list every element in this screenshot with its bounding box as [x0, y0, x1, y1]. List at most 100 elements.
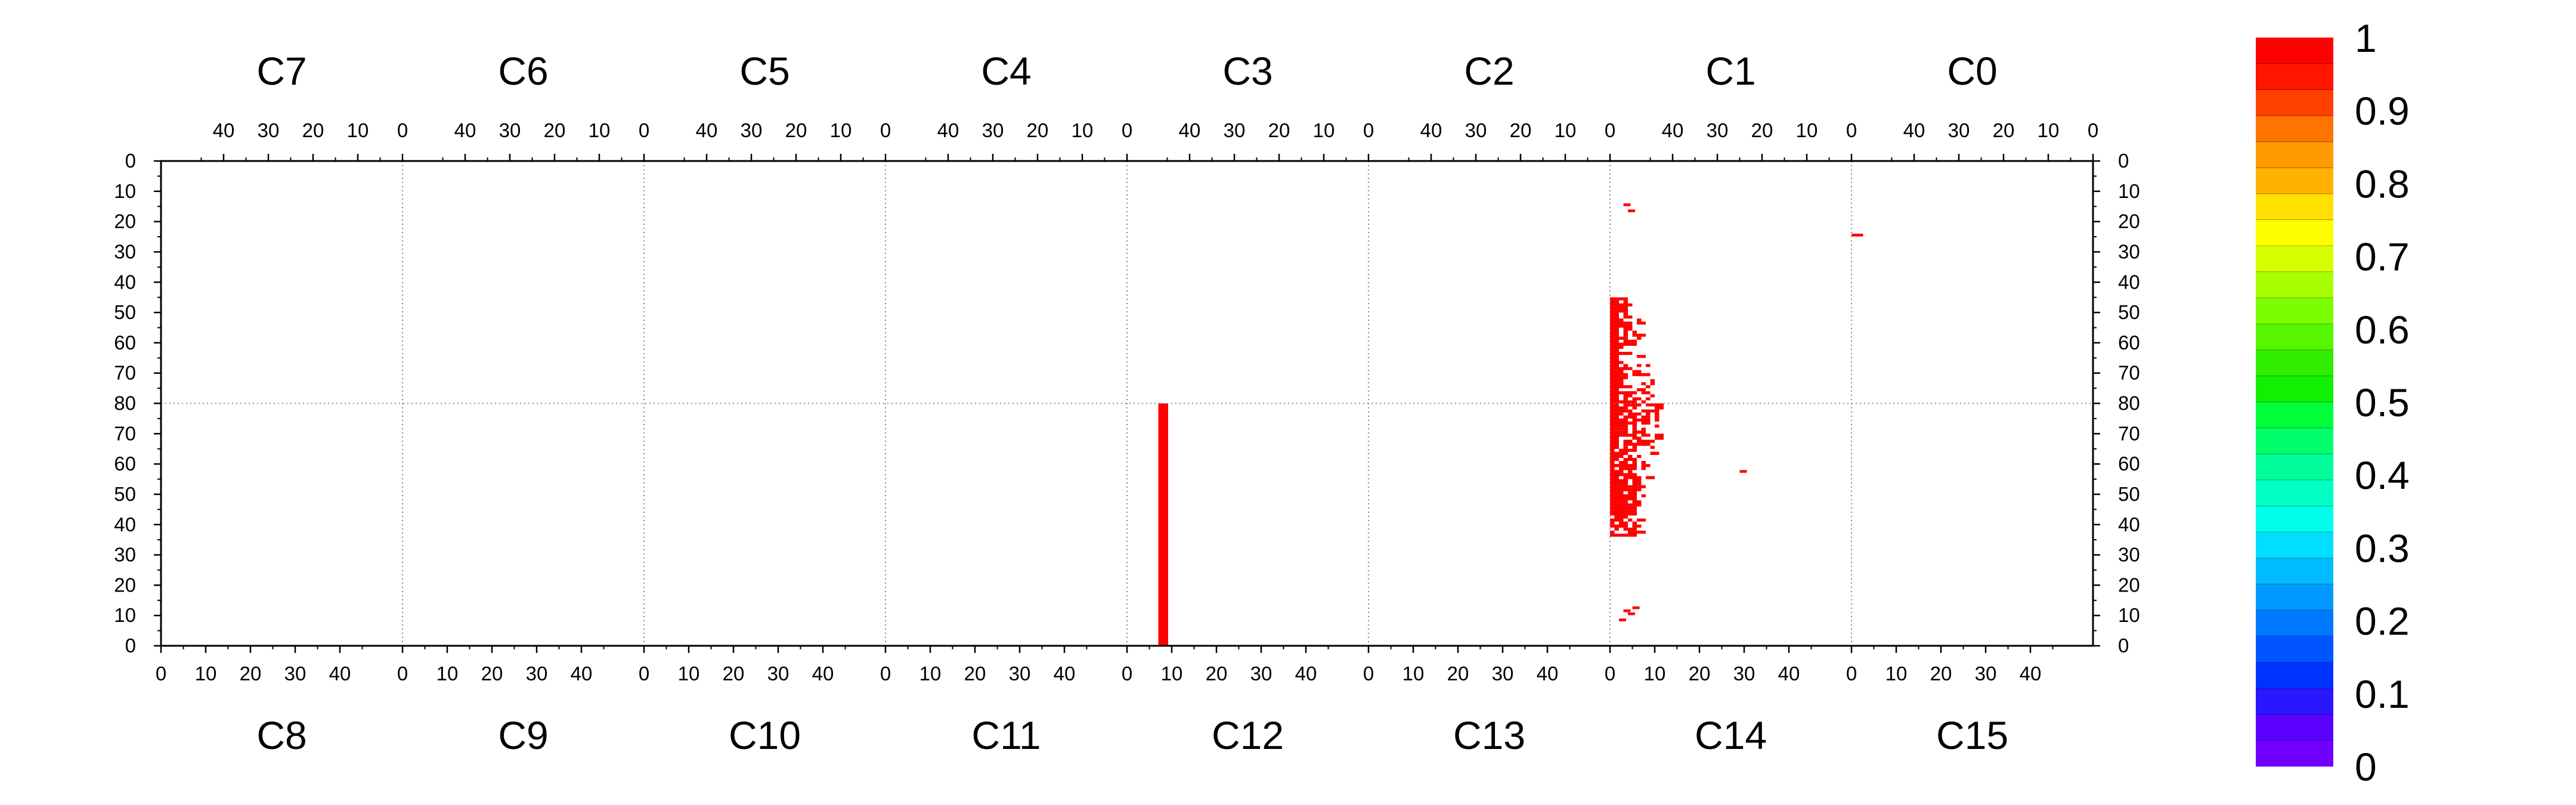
- hit-pixel: [1619, 309, 1624, 313]
- y-tick-label-left: 10: [114, 180, 136, 202]
- x-tick-label-top: 10: [1072, 119, 1094, 141]
- hit-pixel: [1610, 376, 1615, 379]
- x-tick-label-top: 20: [544, 119, 566, 141]
- x-tick-label-top: 0: [639, 119, 649, 141]
- hit-pixel: [1610, 421, 1615, 425]
- y-tick-label-right: 10: [2118, 604, 2140, 626]
- x-tick-label-top: 40: [1903, 119, 1925, 141]
- hit-pixel: [1610, 382, 1615, 386]
- hit-pixel: [1632, 461, 1637, 465]
- y-tick-label-left: 0: [125, 634, 136, 657]
- hit-pixel: [1641, 415, 1651, 419]
- hit-pixel: [1623, 391, 1628, 395]
- chip-label-bottom: C12: [1212, 713, 1284, 757]
- hit-pixel: [1632, 397, 1642, 401]
- x-tick-label-bottom: 0: [397, 662, 408, 685]
- hit-pixel: [1614, 379, 1619, 382]
- hit-pixel: [1610, 358, 1615, 361]
- hit-pixel: [1614, 336, 1619, 340]
- x-tick-label-bottom: 30: [284, 662, 306, 685]
- hit-map: [1158, 203, 1863, 646]
- hit-pixel: [1610, 415, 1615, 419]
- hit-pixel: [1623, 303, 1628, 306]
- colorbar-segment: [2256, 63, 2333, 90]
- hit-pixel: [1628, 391, 1637, 395]
- hit-pixel: [1628, 497, 1633, 501]
- hit-pixel: [1614, 485, 1619, 488]
- hit-pixel: [1628, 439, 1633, 443]
- hit-pixel: [1610, 315, 1615, 319]
- x-tick-label-top: 40: [213, 119, 235, 141]
- hit-pixel: [1614, 439, 1619, 443]
- hit-pixel: [1641, 494, 1646, 498]
- colorbar-tick-label: 0.6: [2355, 308, 2410, 352]
- hit-pixel: [1610, 445, 1615, 449]
- x-tick-label-bottom: 10: [678, 662, 700, 685]
- hit-pixel: [1623, 418, 1628, 422]
- hit-pixel: [1632, 421, 1637, 425]
- x-tick-label-bottom: 20: [723, 662, 745, 685]
- hit-pixel: [1619, 409, 1624, 413]
- hit-pixel: [1619, 406, 1624, 410]
- y-tick-label-right: 40: [2118, 271, 2140, 293]
- hit-pixel: [1637, 518, 1646, 522]
- x-tick-label-top: 0: [1846, 119, 1857, 141]
- hit-pixel: [1623, 445, 1628, 449]
- hit-pixel: [1614, 315, 1619, 319]
- hit-pixel: [1623, 315, 1628, 319]
- x-tick-label-top: 10: [1313, 119, 1335, 141]
- hit-pixel: [1628, 470, 1633, 473]
- hit-pixel: [1650, 382, 1655, 386]
- colorbar-segment: [2256, 532, 2333, 559]
- hit-pixel: [1619, 306, 1624, 309]
- hit-pixel: [1614, 509, 1619, 513]
- y-tick-label-left: 30: [114, 240, 136, 262]
- hit-pixel: [1610, 391, 1615, 395]
- x-tick-label-bottom: 10: [1885, 662, 1908, 685]
- hit-pixel: [1623, 342, 1628, 346]
- chip-labels: C7 C6 C5 C4 C3 C2 C1 C0 C8 C9 C10 C11 C12 C13 C14 C15: [256, 49, 2008, 757]
- hit-pixel: [1614, 403, 1619, 407]
- hit-pixel: [1619, 336, 1624, 340]
- hit-pixel: [1614, 494, 1619, 498]
- y-tick-label-left: 60: [114, 453, 136, 475]
- colorbar-segment: [2256, 298, 2333, 324]
- y-tick-label-right: 60: [2118, 332, 2140, 354]
- hit-pixel: [1632, 436, 1637, 440]
- x-tick-label-bottom: 30: [1975, 662, 1997, 685]
- hit-pixel: [1637, 479, 1642, 482]
- hit-pixel: [1628, 527, 1633, 531]
- hit-pixel: [1646, 418, 1651, 422]
- hit-pixel: [1646, 439, 1655, 443]
- hit-pixel: [1610, 509, 1615, 513]
- hit-pixel: [1614, 300, 1619, 304]
- hit-pixel: [1628, 488, 1633, 491]
- hit-pixel: [1619, 352, 1624, 355]
- x-tick-label-top: 10: [589, 119, 611, 141]
- hit-pixel: [1610, 373, 1615, 376]
- hit-pixel: [1637, 436, 1642, 440]
- hit-pixel: [1637, 321, 1646, 325]
- hit-pixel: [1610, 306, 1615, 309]
- hit-pixel: [1628, 315, 1633, 319]
- x-tick-label-top: 0: [1605, 119, 1615, 141]
- hit-pixel: [1637, 336, 1642, 340]
- hit-pixel: [1655, 415, 1659, 419]
- hit-pixel: [1628, 530, 1633, 534]
- hit-pixel: [1641, 467, 1646, 470]
- x-tick-label-bottom: 40: [571, 662, 593, 685]
- hit-pixel: [1623, 425, 1628, 428]
- colorbar-tick-label: 0: [2355, 745, 2377, 789]
- hit-pixel: [1632, 445, 1637, 449]
- hit-pixel: [1619, 473, 1624, 476]
- hit-pixel: [1628, 473, 1633, 476]
- hit-pixel: [1619, 482, 1624, 485]
- chip-label-bottom: C14: [1695, 713, 1767, 757]
- hit-pixel: [1610, 394, 1615, 398]
- hit-pixel: [1619, 503, 1624, 507]
- hit-pixel: [1610, 457, 1619, 462]
- hit-pixel: [1637, 431, 1646, 434]
- hit-pixel: [1614, 318, 1619, 322]
- x-tick-label-bottom: 30: [1250, 662, 1272, 685]
- hit-pixel: [1623, 397, 1628, 401]
